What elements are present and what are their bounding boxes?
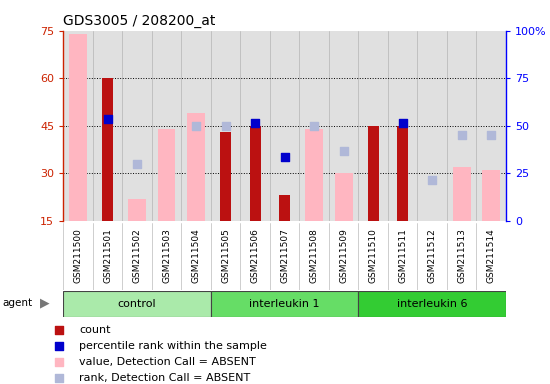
Bar	[397, 126, 408, 221]
Point	[191, 123, 200, 129]
Bar	[417, 31, 447, 221]
Bar	[329, 31, 359, 221]
Text: ▶: ▶	[40, 297, 49, 310]
Bar	[211, 291, 359, 317]
Text: interleukin 6: interleukin 6	[397, 299, 468, 309]
Text: GSM211513: GSM211513	[457, 228, 466, 283]
Bar	[279, 195, 290, 221]
Point	[431, 4, 439, 10]
Bar	[69, 34, 87, 221]
Bar	[270, 31, 299, 221]
Bar	[240, 31, 270, 221]
Text: interleukin 1: interleukin 1	[249, 299, 320, 309]
Text: GSM211504: GSM211504	[191, 228, 201, 283]
Bar	[63, 31, 93, 221]
Point	[431, 148, 439, 154]
Point	[428, 177, 437, 183]
Text: value, Detection Call = ABSENT: value, Detection Call = ABSENT	[79, 357, 256, 367]
Bar	[367, 126, 379, 221]
Bar	[220, 132, 231, 221]
Bar	[158, 129, 175, 221]
Text: GSM211501: GSM211501	[103, 228, 112, 283]
Bar	[424, 221, 441, 224]
Point	[431, 292, 439, 298]
Text: GSM211508: GSM211508	[310, 228, 318, 283]
Text: percentile rank within the sample: percentile rank within the sample	[79, 341, 267, 351]
Text: GSM211507: GSM211507	[280, 228, 289, 283]
Point	[457, 132, 466, 138]
Bar	[447, 31, 476, 221]
Point	[251, 119, 260, 126]
Text: GSM211510: GSM211510	[368, 228, 378, 283]
Bar	[335, 173, 353, 221]
Bar	[122, 31, 152, 221]
Bar	[359, 31, 388, 221]
Text: GSM211500: GSM211500	[74, 228, 82, 283]
Text: GSM211512: GSM211512	[428, 228, 437, 283]
Bar	[128, 199, 146, 221]
Text: GSM211502: GSM211502	[133, 228, 141, 283]
Bar	[388, 31, 417, 221]
Bar	[453, 167, 471, 221]
Text: control: control	[118, 299, 156, 309]
Text: agent: agent	[3, 298, 33, 308]
Bar	[482, 170, 500, 221]
Bar	[102, 78, 113, 221]
Bar	[211, 31, 240, 221]
Bar	[187, 113, 205, 221]
Bar	[93, 31, 122, 221]
Text: GSM211505: GSM211505	[221, 228, 230, 283]
Text: GSM211511: GSM211511	[398, 228, 407, 283]
Text: GDS3005 / 208200_at: GDS3005 / 208200_at	[63, 14, 216, 28]
Bar	[299, 31, 329, 221]
Bar	[63, 291, 211, 317]
Text: count: count	[79, 325, 111, 335]
Bar	[182, 31, 211, 221]
Point	[398, 119, 407, 126]
Text: GSM211509: GSM211509	[339, 228, 348, 283]
Bar	[152, 31, 182, 221]
Point	[280, 154, 289, 161]
Point	[133, 161, 141, 167]
Text: rank, Detection Call = ABSENT: rank, Detection Call = ABSENT	[79, 372, 251, 383]
Text: GSM211506: GSM211506	[251, 228, 260, 283]
Bar	[305, 129, 323, 221]
Point	[339, 148, 348, 154]
Bar	[250, 126, 261, 221]
Text: GSM211503: GSM211503	[162, 228, 171, 283]
Point	[103, 116, 112, 122]
Bar	[476, 31, 506, 221]
Text: GSM211514: GSM211514	[487, 228, 496, 283]
Point	[221, 123, 230, 129]
Point	[310, 123, 318, 129]
Point	[487, 132, 496, 138]
Bar	[359, 291, 506, 317]
